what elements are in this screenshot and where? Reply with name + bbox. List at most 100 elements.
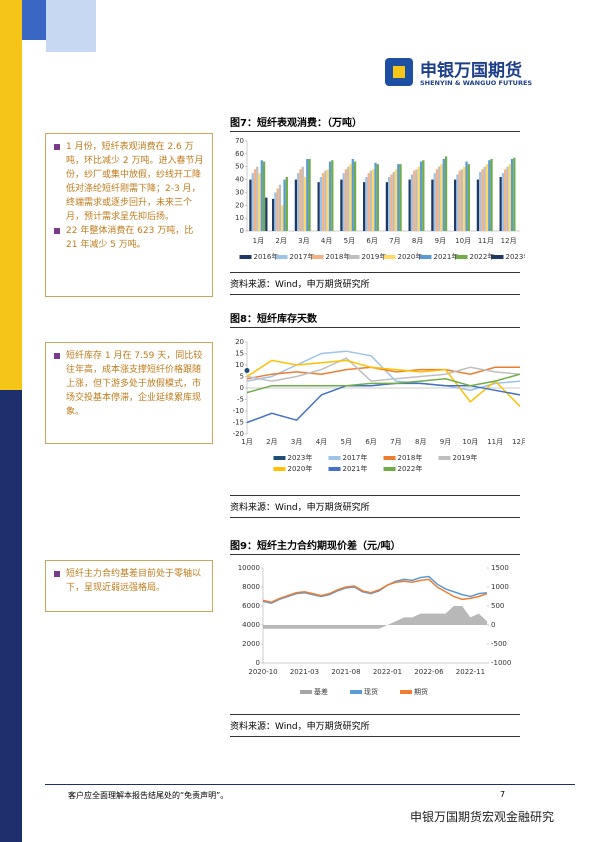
x-tick-label: 2020-10 — [248, 668, 277, 676]
bar — [294, 179, 298, 231]
y-tick-label: 0 — [256, 659, 260, 667]
bar — [433, 173, 436, 231]
bar — [397, 164, 400, 231]
bar — [369, 170, 373, 231]
bar — [262, 161, 266, 231]
bar — [301, 166, 304, 231]
bar — [444, 156, 448, 231]
bar — [490, 159, 493, 231]
bar — [331, 160, 334, 231]
bar — [463, 166, 466, 231]
y-tick-label: 0 — [240, 227, 244, 235]
y-tick-label: 4000 — [242, 621, 260, 629]
line — [262, 578, 488, 603]
y2-tick-label: -500 — [491, 640, 507, 648]
x-tick-label: 3月 — [298, 237, 309, 245]
x-tick-label: 9月 — [435, 237, 446, 245]
bar — [274, 192, 277, 231]
bar — [442, 159, 445, 231]
x-tick-label: 2月 — [275, 237, 286, 245]
y-tick-label: 10 — [235, 214, 244, 222]
x-tick-label: 2021-03 — [290, 668, 319, 676]
bar — [317, 182, 320, 231]
y2-tick-label: 0 — [491, 621, 495, 629]
bar — [510, 159, 514, 231]
note-item: 22 年整体消费在 623 万吨，比 21 年减少 5 万吨。 — [54, 224, 204, 252]
x-tick-label: 5月 — [344, 237, 355, 245]
y-tick-label: 2000 — [242, 640, 260, 648]
x-tick-label: 8月 — [415, 438, 426, 446]
x-tick-label: 11月 — [487, 438, 503, 446]
bar — [349, 164, 352, 231]
y-tick-label: 20 — [235, 338, 244, 346]
bar — [347, 166, 350, 231]
x-tick-label: 12月 — [501, 237, 517, 245]
bar — [408, 179, 411, 231]
line — [262, 575, 488, 604]
bar — [306, 159, 309, 231]
page-number: 7 — [500, 790, 506, 799]
legend-label: 基差 — [314, 687, 328, 696]
bar — [394, 169, 398, 231]
bar — [385, 182, 389, 231]
bar — [276, 188, 279, 231]
bar — [392, 171, 395, 231]
legend-label: 2018年 — [326, 252, 351, 261]
x-tick-label: 7月 — [390, 438, 401, 446]
corner-block — [22, 0, 46, 40]
legend-swatch — [239, 255, 252, 259]
bar — [440, 164, 443, 231]
bar — [422, 160, 425, 231]
bar — [328, 161, 332, 231]
bar — [388, 177, 391, 231]
y-tick-label: -5 — [237, 396, 244, 404]
line — [246, 366, 520, 380]
y-tick-label: 10 — [235, 361, 244, 369]
x-tick-label: 5月 — [341, 438, 352, 446]
legend-label: 2019年 — [453, 453, 478, 462]
legend-swatch — [328, 456, 341, 460]
x-tick-label: 2022-06 — [414, 668, 444, 676]
x-tick-label: 7月 — [389, 237, 400, 245]
logo-text: 申银万国期货 — [420, 61, 522, 81]
y-tick-label: 70 — [235, 137, 244, 145]
watermark: 申银万国期货宏观金融研究 — [410, 810, 555, 824]
bar — [326, 169, 329, 231]
bar — [249, 179, 252, 231]
bar — [501, 173, 505, 231]
bar — [363, 182, 366, 231]
bar — [499, 177, 502, 231]
bar — [256, 166, 259, 231]
y-tick-label: 50 — [235, 163, 244, 171]
x-tick-label: 6月 — [365, 438, 376, 446]
bar — [419, 161, 423, 231]
x-tick-label: 10月 — [455, 237, 471, 245]
x-tick-label: 1月 — [241, 438, 252, 446]
y-tick-label: 8000 — [242, 583, 260, 591]
x-tick-label: 6月 — [366, 237, 377, 245]
legend-label: 现货 — [364, 687, 378, 696]
bar — [285, 177, 288, 231]
legend-swatch — [438, 456, 451, 460]
x-tick-label: 4月 — [321, 237, 332, 245]
x-tick-label: 11月 — [478, 237, 494, 245]
x-tick-label: 1月 — [253, 237, 264, 245]
corner-block — [46, 0, 96, 52]
legend-label: 2021年 — [434, 252, 459, 261]
x-tick-label: 2022-11 — [456, 668, 485, 676]
bar — [485, 164, 489, 231]
x-tick-label: 2022-01 — [373, 668, 402, 676]
figure-title: 图7：短纤表观消费：（万吨） — [230, 114, 520, 132]
bar — [413, 170, 416, 231]
y2-tick-label: 1000 — [491, 583, 509, 591]
bar — [513, 157, 516, 231]
area — [263, 606, 487, 629]
bar — [265, 197, 268, 231]
bar — [410, 174, 414, 231]
bar — [278, 184, 282, 231]
legend-label: 2021年 — [343, 464, 368, 473]
bar — [415, 169, 418, 231]
x-tick-label: 10月 — [462, 438, 478, 446]
note-item: 1 月份，短纤表观消费在 2.6 万吨，环比减少 2 万吨。进入春节月份，纱厂或… — [54, 140, 204, 224]
